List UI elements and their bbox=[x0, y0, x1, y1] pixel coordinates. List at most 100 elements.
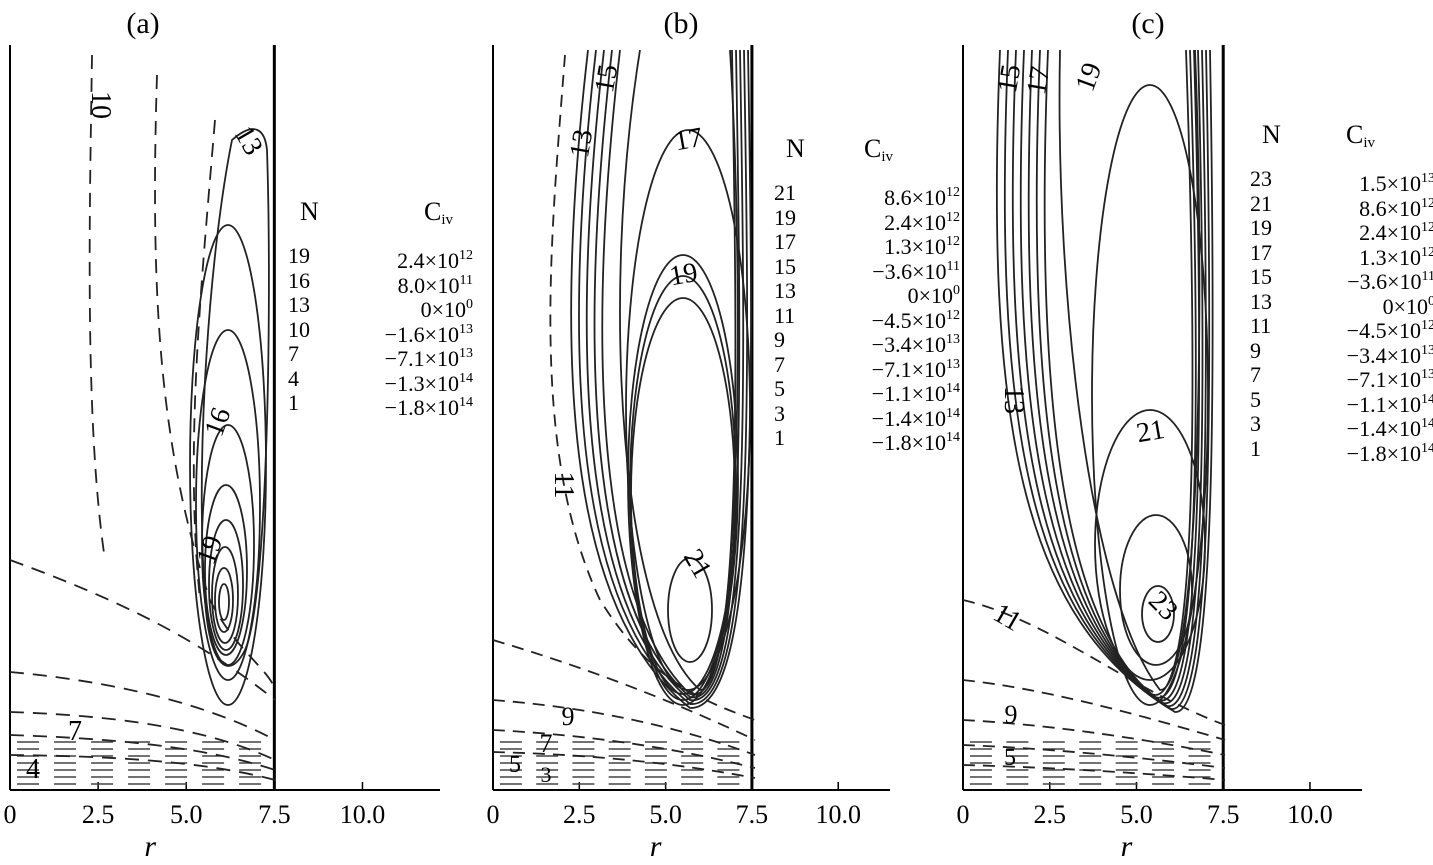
solid-contour bbox=[629, 275, 737, 701]
solid-contour bbox=[1035, 49, 1197, 699]
legend-level-value: −1.1×1014 bbox=[1346, 391, 1433, 417]
x-tick-label: 0 bbox=[957, 800, 970, 829]
legend-level-number: 21 bbox=[1250, 190, 1272, 216]
x-tick-label: 10.0 bbox=[1287, 800, 1333, 829]
solid-contour bbox=[211, 546, 239, 644]
solid-contour bbox=[214, 567, 234, 633]
panel-title: (a) bbox=[126, 7, 159, 40]
legend-row: 13 0×100 bbox=[774, 278, 960, 307]
legend-level-value: 1.3×1012 bbox=[884, 234, 960, 259]
legend-level-value: −4.5×1012 bbox=[871, 307, 960, 333]
dashed-contour bbox=[9, 671, 276, 741]
dashed-contour bbox=[88, 54, 106, 561]
legend-level-number: 1 bbox=[1250, 435, 1261, 461]
legend-level-value: −7.1×1013 bbox=[871, 356, 960, 382]
legend-level-number: 15 bbox=[774, 253, 796, 279]
legend-row: 19 2.4×1012 bbox=[288, 243, 473, 272]
solid-contour bbox=[625, 129, 751, 691]
legend-level-value: −4.5×1012 bbox=[1346, 318, 1433, 343]
dashed-contour bbox=[549, 54, 756, 721]
solid-contour bbox=[667, 557, 713, 663]
legend-header-n: N bbox=[1262, 120, 1281, 149]
contours-panel-b: 15 13 17 19 11 21 975 3 bbox=[492, 49, 756, 787]
dashed-contour bbox=[962, 679, 1226, 741]
legend-row: 1 −1.8×1014 bbox=[774, 425, 960, 454]
legend-level-number: 7 bbox=[288, 341, 299, 366]
legend-level-number: 17 bbox=[1250, 239, 1272, 265]
legend-level-value: −1.1×1014 bbox=[871, 381, 960, 406]
legend-row: 5 −1.1×1014 bbox=[774, 376, 960, 405]
legend-level-value: −1.8×1014 bbox=[384, 395, 473, 420]
legend-level-number: 1 bbox=[774, 425, 785, 450]
legend-row: 15 −3.6×1011 bbox=[774, 253, 960, 283]
contour-label: 9 bbox=[562, 702, 575, 731]
legend-level-number: 11 bbox=[774, 302, 796, 328]
dashed-contour bbox=[962, 764, 1226, 781]
x-tick-label: 0 bbox=[4, 800, 17, 829]
legend-level-value: −1.4×1014 bbox=[871, 405, 960, 431]
dashed-contour bbox=[962, 744, 1226, 769]
legend-level-value: 1.5×1013 bbox=[1359, 171, 1433, 196]
legend-level-value: 0×100 bbox=[1382, 293, 1433, 319]
legend-level-number: 4 bbox=[288, 365, 299, 391]
dashed-contour bbox=[492, 699, 756, 756]
solid-contour bbox=[1003, 49, 1211, 710]
solid-contour bbox=[1043, 49, 1194, 696]
legend-header: N Civ bbox=[1250, 120, 1433, 167]
legend-level-number: 16 bbox=[288, 267, 310, 293]
legend-row: 15 −3.6×1011 bbox=[1250, 264, 1433, 293]
legend-level-value: −1.6×1013 bbox=[384, 321, 473, 347]
legend-row: 4 −1.3×1014 bbox=[288, 365, 473, 395]
legend-row: 5 −1.1×1014 bbox=[1250, 387, 1433, 416]
legend-level-value: −3.4×1013 bbox=[871, 332, 960, 357]
x-tick-label: 7.5 bbox=[736, 800, 769, 829]
dashed-contour bbox=[492, 729, 756, 769]
solid-contour bbox=[630, 297, 736, 695]
legend-row: 7 −7.1×1013 bbox=[288, 341, 473, 370]
x-tick-label: 7.5 bbox=[1207, 800, 1240, 829]
legend-level-value: −7.1×1013 bbox=[1346, 367, 1433, 392]
legend-level-number: 19 bbox=[774, 204, 796, 230]
solid-contour bbox=[1058, 49, 1201, 691]
legend-level-number: 1 bbox=[288, 390, 299, 415]
contour-label: 13 bbox=[228, 121, 269, 161]
legend-row: 11 −4.5×1012 bbox=[774, 302, 960, 332]
dashed-contour bbox=[9, 559, 276, 701]
x-tick-label: 2.5 bbox=[1033, 800, 1066, 829]
legend-level-value: 2.4×1012 bbox=[397, 248, 473, 273]
legend-row: 23 1.5×1013 bbox=[1250, 166, 1433, 195]
contour-label: 5 bbox=[509, 752, 521, 778]
legend-row: 17 1.3×1012 bbox=[774, 229, 960, 258]
bottom-dense-contours bbox=[499, 741, 740, 785]
legend-level-number: 3 bbox=[1250, 411, 1261, 436]
legend-row: 7 −7.1×1013 bbox=[1250, 362, 1433, 391]
contour-label: 3 bbox=[541, 762, 552, 787]
legend-panel-c: N Civ 23 1.5×1013 21 8.6×1012 19 2.4×1012 17 1.3×… bbox=[1250, 120, 1433, 465]
legend-level-value: −1.8×1014 bbox=[1346, 440, 1433, 466]
contour-label: 17 bbox=[672, 122, 705, 157]
solid-contour bbox=[585, 49, 745, 701]
dashed-contour bbox=[492, 751, 756, 779]
solid-contour bbox=[593, 49, 741, 699]
panel-a: (a) 0 2.5 5.0 7.5 10.0 r bbox=[4, 7, 440, 863]
contour-label: 13 bbox=[564, 127, 599, 160]
legend-level-value: 0×100 bbox=[420, 297, 473, 322]
contour-label: 5 bbox=[1004, 745, 1016, 771]
legend-level-number: 13 bbox=[288, 292, 310, 317]
legend-level-value: −7.1×1013 bbox=[384, 346, 473, 371]
x-tick-label: 7.5 bbox=[258, 800, 291, 829]
legend-row: 21 8.6×1012 bbox=[774, 180, 960, 209]
solid-contour bbox=[995, 49, 1214, 713]
solid-contour bbox=[570, 49, 752, 709]
legend-level-value: 8.6×1012 bbox=[884, 185, 960, 210]
contour-label: 13 bbox=[998, 386, 1029, 414]
x-axis-label: r bbox=[1121, 830, 1133, 863]
contour-label: 11 bbox=[988, 597, 1027, 637]
legend-level-number: 19 bbox=[1250, 215, 1272, 240]
contour-label: 19 bbox=[667, 257, 700, 292]
solid-contour bbox=[578, 49, 749, 705]
x-axis-label: r bbox=[650, 830, 662, 863]
legend-level-value: −3.6×1011 bbox=[872, 258, 960, 284]
